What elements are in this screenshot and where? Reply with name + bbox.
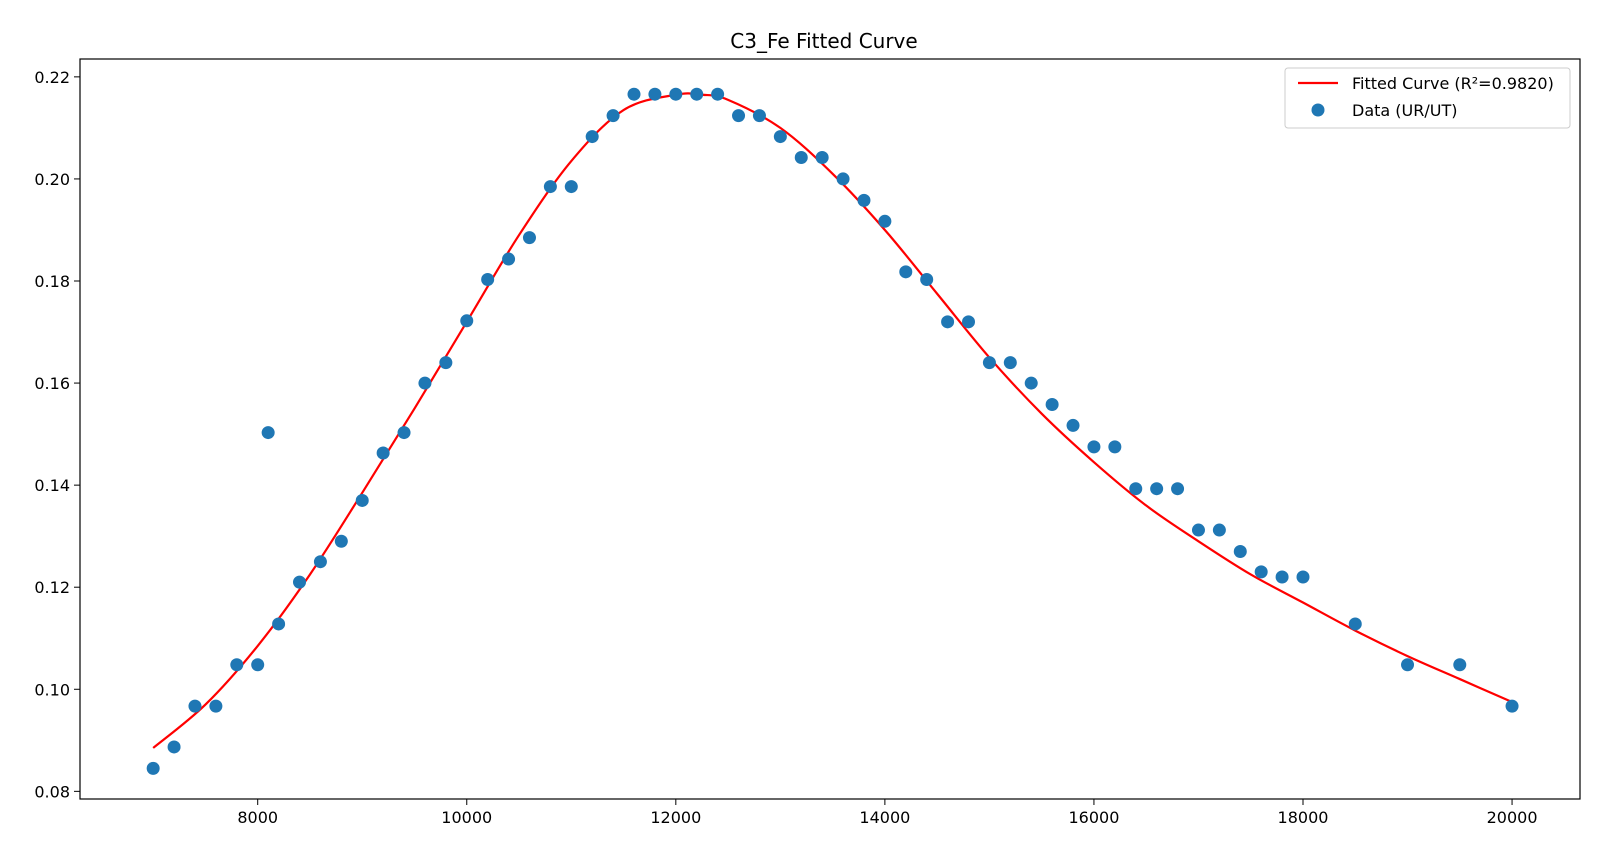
data-point	[1108, 440, 1122, 454]
data-point	[857, 193, 871, 207]
x-tick-label: 10000	[441, 808, 492, 827]
fitted-curve-line	[152, 92, 1513, 749]
data-point	[585, 130, 599, 144]
chart-title: C3_Fe Fitted Curve	[730, 29, 917, 53]
data-point	[1296, 570, 1310, 584]
data-point	[376, 446, 390, 460]
data-point	[188, 699, 202, 713]
y-tick-label: 0.08	[34, 782, 70, 801]
data-point	[146, 761, 160, 775]
data-point	[209, 699, 223, 713]
data-point	[941, 315, 955, 329]
data-point	[293, 575, 307, 589]
x-tick-label: 12000	[650, 808, 701, 827]
data-point	[1129, 482, 1143, 496]
data-point	[773, 130, 787, 144]
legend-box	[1284, 67, 1571, 129]
data-point	[920, 272, 934, 286]
data-point	[962, 315, 976, 329]
legend-label-fitted-curve: Fitted Curve (R²=0.9820)	[1352, 74, 1554, 93]
data-point	[481, 272, 495, 286]
data-point	[878, 214, 892, 228]
data-point	[167, 740, 181, 754]
x-tick-label: 14000	[859, 808, 910, 827]
data-point	[1275, 570, 1289, 584]
data-point	[522, 231, 536, 245]
data-point	[1254, 565, 1268, 579]
legend-marker-swatch	[1311, 103, 1325, 117]
data-point	[502, 252, 516, 266]
data-point	[752, 109, 766, 123]
y-tick-label: 0.12	[34, 578, 70, 597]
data-point	[899, 265, 913, 279]
data-points-layer	[146, 87, 1519, 775]
data-point	[690, 87, 704, 101]
data-point	[836, 172, 850, 186]
data-point	[1212, 523, 1226, 537]
data-point	[669, 87, 683, 101]
y-tick-label: 0.10	[34, 680, 70, 699]
data-point	[1171, 482, 1185, 496]
data-point	[355, 493, 369, 507]
data-point	[1087, 440, 1101, 454]
data-point	[272, 617, 286, 631]
x-tick-label: 20000	[1487, 808, 1538, 827]
fitted-curve-layer	[152, 92, 1513, 749]
legend-label-data: Data (UR/UT)	[1352, 101, 1457, 120]
data-point	[313, 555, 327, 569]
y-tick-label: 0.16	[34, 374, 70, 393]
x-axis: 8000 10000 12000 14000 16000 18000 20000	[237, 799, 1538, 827]
y-tick-label: 0.14	[34, 476, 70, 495]
y-tick-label: 0.18	[34, 272, 70, 291]
data-point	[732, 109, 746, 123]
x-tick-label: 16000	[1068, 808, 1119, 827]
data-point	[460, 314, 474, 328]
data-point	[627, 87, 641, 101]
data-point	[648, 87, 662, 101]
data-point	[711, 87, 725, 101]
data-point	[261, 426, 275, 440]
data-point	[606, 109, 620, 123]
x-tick-label: 18000	[1278, 808, 1329, 827]
data-point	[1233, 544, 1247, 558]
data-point	[1150, 482, 1164, 496]
legend: Fitted Curve (R²=0.9820) Data (UR/UT)	[1284, 67, 1571, 129]
data-point	[564, 180, 578, 194]
data-point	[251, 658, 265, 672]
data-point	[397, 426, 411, 440]
data-point	[982, 356, 996, 370]
data-point	[1003, 356, 1017, 370]
data-point	[1348, 617, 1362, 631]
data-point	[1024, 376, 1038, 390]
data-point	[1401, 658, 1415, 672]
data-point	[334, 534, 348, 548]
data-point	[230, 658, 244, 672]
y-tick-label: 0.20	[34, 170, 70, 189]
data-point	[1191, 523, 1205, 537]
data-point	[1505, 699, 1519, 713]
y-axis: 0.08 0.10 0.12 0.14 0.16 0.18 0.20 0.22	[34, 68, 80, 801]
data-point	[439, 356, 453, 370]
y-tick-label: 0.22	[34, 68, 70, 87]
data-point	[1453, 658, 1467, 672]
data-point	[418, 376, 432, 390]
data-point	[815, 150, 829, 164]
plot-frame	[79, 58, 1581, 800]
data-point	[1066, 418, 1080, 432]
x-tick-label: 8000	[237, 808, 278, 827]
data-point	[1045, 398, 1059, 412]
data-point	[543, 180, 557, 194]
data-point	[794, 150, 808, 164]
